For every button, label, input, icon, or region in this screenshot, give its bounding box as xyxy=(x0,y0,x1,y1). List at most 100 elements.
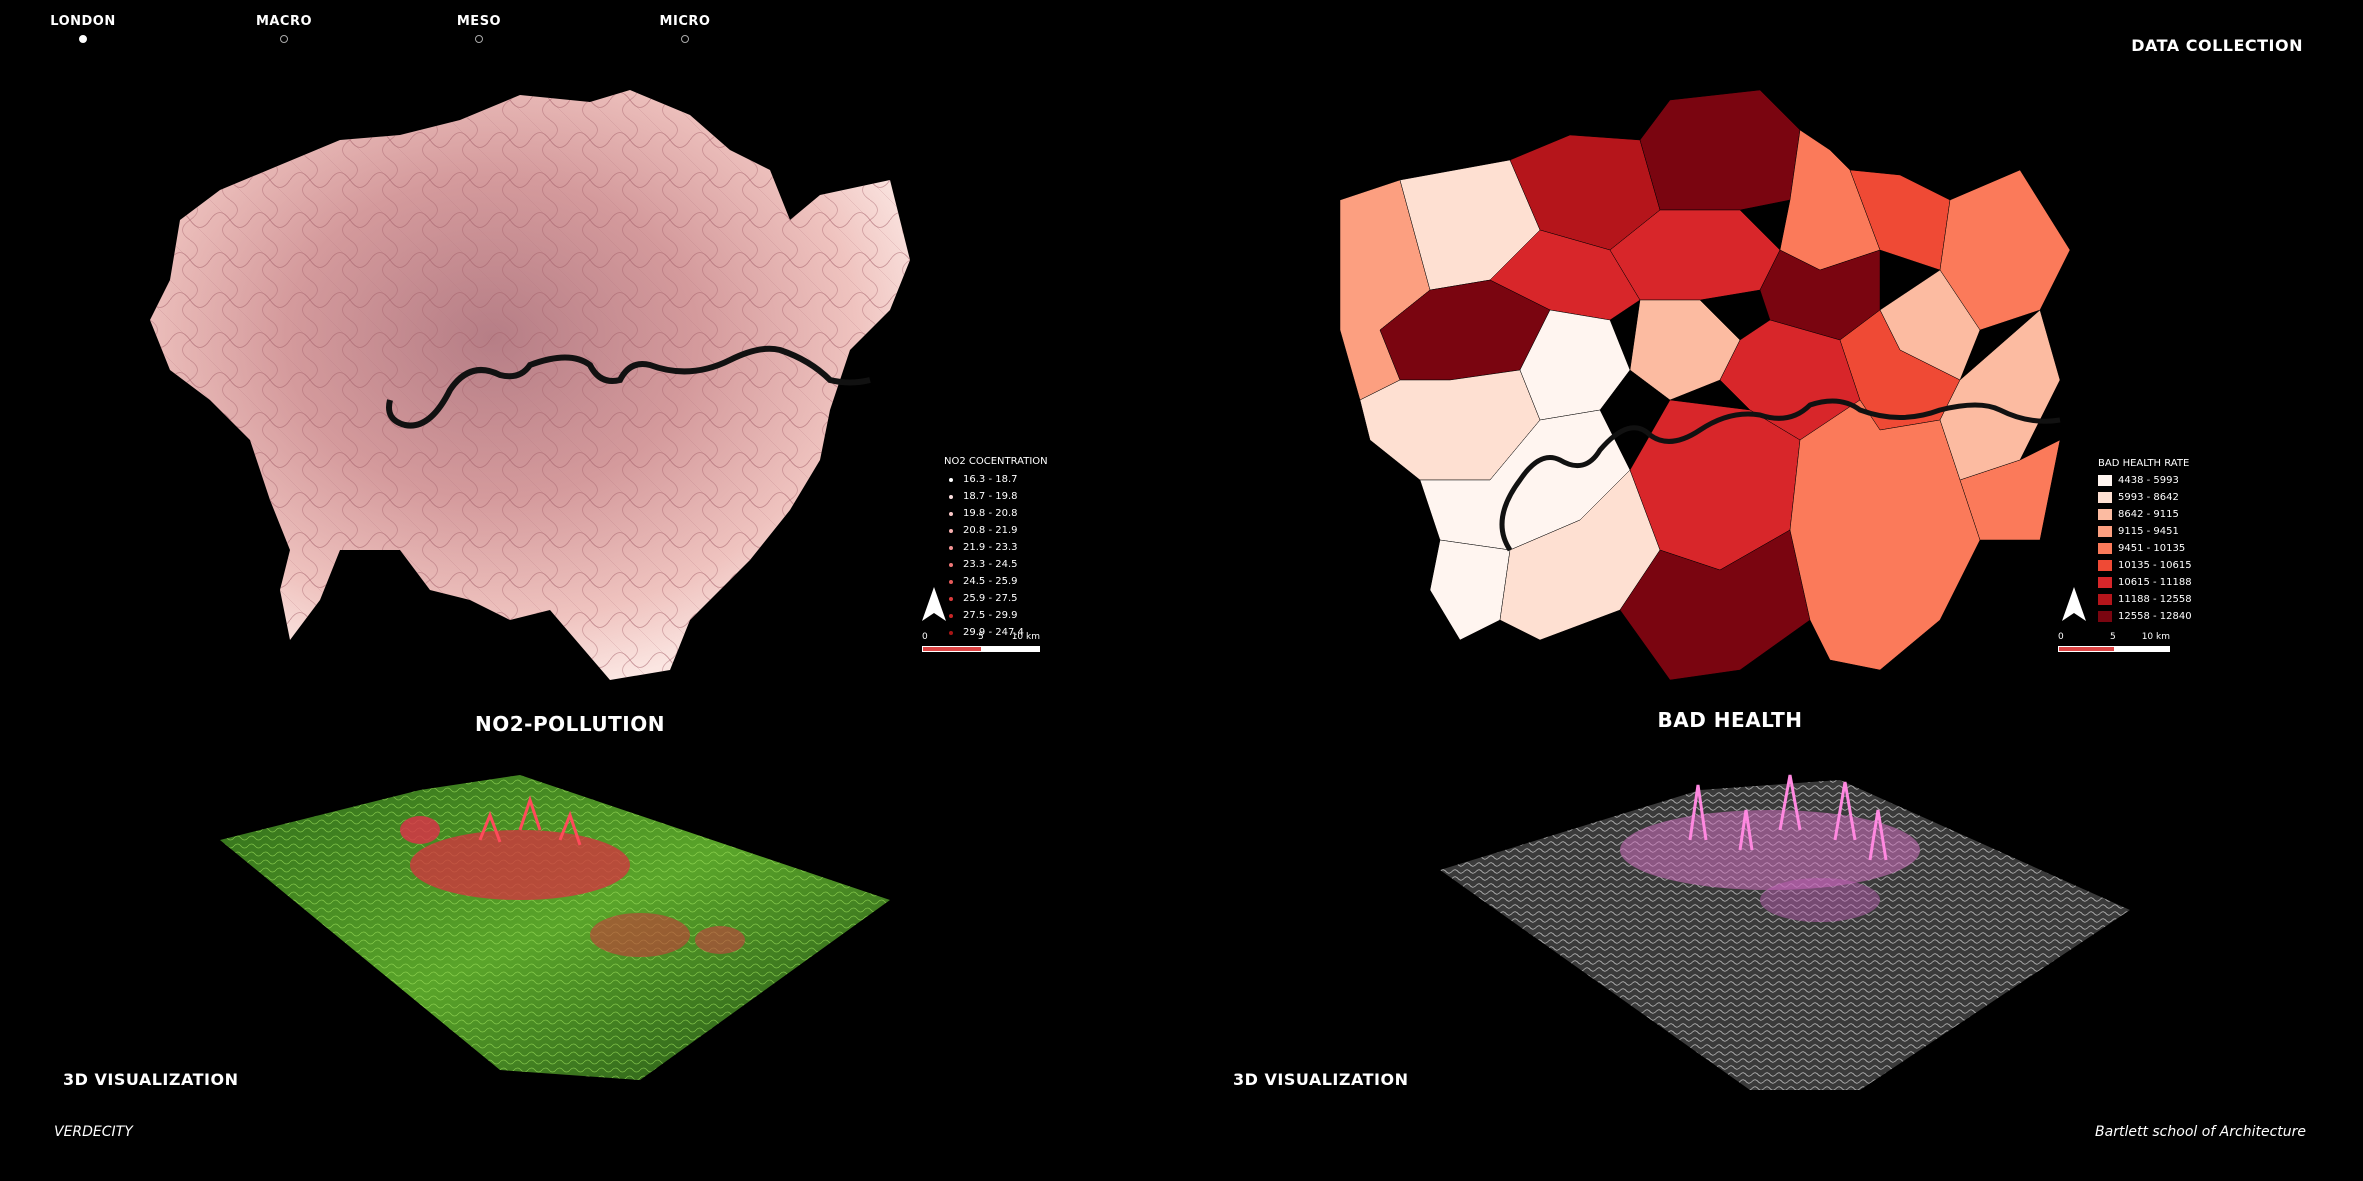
scale-start: 0 xyxy=(922,632,928,642)
legend-swatch xyxy=(2098,526,2112,537)
legend-swatch xyxy=(949,613,953,618)
no2-scale-bar: 0 5 10 km xyxy=(922,632,1040,652)
legend-label: 8642 - 9115 xyxy=(2118,509,2179,520)
legend-row: 20.8 - 21.9 xyxy=(944,522,1048,539)
legend-label: 18.7 - 19.8 xyxy=(963,491,1018,502)
borough-region xyxy=(1609,209,1781,301)
bad-health-scale-bar: 0 5 10 km xyxy=(2058,632,2170,652)
nav-dot-icon[interactable] xyxy=(681,35,689,43)
legend-label: 29.9 - 247.4 xyxy=(963,627,1024,638)
viz-label-left: 3D VISUALIZATION xyxy=(63,1070,239,1089)
borough-region xyxy=(1959,439,2061,541)
borough-region xyxy=(1629,299,1741,401)
legend-swatch xyxy=(2098,560,2112,571)
legend-row: 19.8 - 20.8 xyxy=(944,505,1048,522)
no2-pollution-map xyxy=(150,90,910,680)
footer-institution: Bartlett school of Architecture xyxy=(2095,1124,2306,1140)
bad-health-3d-visualization xyxy=(1440,774,2130,1090)
legend-row: 27.5 - 29.9 xyxy=(944,607,1048,624)
data-collection-title: DATA COLLECTION xyxy=(2131,36,2303,55)
legend-label: 27.5 - 29.9 xyxy=(963,610,1018,621)
nav-label: MESO xyxy=(456,14,502,29)
legend-swatch xyxy=(949,528,953,533)
nav-item-meso[interactable]: MESO xyxy=(419,14,539,43)
nav-label: MACRO xyxy=(255,14,313,29)
legend-label: 10615 - 11188 xyxy=(2118,577,2192,588)
legend-label: 10135 - 10615 xyxy=(2118,560,2192,571)
legend-swatch xyxy=(949,545,953,550)
legend-swatch xyxy=(2098,475,2112,486)
nav-label: MICRO xyxy=(659,14,711,29)
nav-item-macro[interactable]: MACRO xyxy=(224,14,344,43)
legend-row: 25.9 - 27.5 xyxy=(944,590,1048,607)
nav-label: LONDON xyxy=(50,14,116,29)
legend-row: 16.3 - 18.7 xyxy=(944,471,1048,488)
nav-dot-icon[interactable] xyxy=(475,35,483,43)
scale-start: 0 xyxy=(2058,632,2064,642)
legend-label: 4438 - 5993 xyxy=(2118,475,2179,486)
legend-row: 23.3 - 24.5 xyxy=(944,556,1048,573)
legend-row: 21.9 - 23.3 xyxy=(944,539,1048,556)
no2-map-title: NO2-POLLUTION xyxy=(475,712,665,736)
legend-row: 9115 - 9451 xyxy=(2098,523,2192,540)
borough-region xyxy=(1639,89,1801,211)
borough-region xyxy=(1789,399,1981,671)
legend-label: 9115 - 9451 xyxy=(2118,526,2179,537)
legend-swatch xyxy=(949,562,953,567)
legend-label: 25.9 - 27.5 xyxy=(963,593,1018,604)
legend-row: 10135 - 10615 xyxy=(2098,557,2192,574)
legend-label: 24.5 - 25.9 xyxy=(963,576,1018,587)
legend-row: 11188 - 12558 xyxy=(2098,591,2192,608)
legend-row: 29.9 - 247.4 xyxy=(944,624,1048,641)
borough-region xyxy=(1429,539,1511,641)
footer-project-name: VERDECITY xyxy=(54,1124,133,1140)
legend-swatch xyxy=(949,596,953,601)
legend-row: 10615 - 11188 xyxy=(2098,574,2192,591)
bad-health-map-title: BAD HEALTH xyxy=(1657,708,1803,732)
nav-item-micro[interactable]: MICRO xyxy=(625,14,745,43)
legend-swatch xyxy=(2098,509,2112,520)
legend-label: 23.3 - 24.5 xyxy=(963,559,1018,570)
no2-3d-visualization xyxy=(220,775,890,1080)
legend-label: 21.9 - 23.3 xyxy=(963,542,1018,553)
nav-dot-active-icon[interactable] xyxy=(79,35,87,43)
legend-label: 16.3 - 18.7 xyxy=(963,474,1018,485)
legend-title: NO2 COCENTRATION xyxy=(944,456,1048,467)
legend-row: 4438 - 5993 xyxy=(2098,472,2192,489)
legend-swatch xyxy=(949,494,953,499)
legend-label: 19.8 - 20.8 xyxy=(963,508,1018,519)
legend-swatch xyxy=(2098,611,2112,622)
no2-legend: NO2 COCENTRATION 16.3 - 18.7 18.7 - 19.8 1… xyxy=(944,456,1048,641)
legend-row: 9451 - 10135 xyxy=(2098,540,2192,557)
thames-river-no2 xyxy=(386,345,871,429)
legend-row: 8642 - 9115 xyxy=(2098,506,2192,523)
legend-label: 11188 - 12558 xyxy=(2118,594,2192,605)
scale-mid: 5 xyxy=(2110,632,2116,642)
north-arrow-icon xyxy=(2062,587,2086,621)
nav-item-london[interactable]: LONDON xyxy=(23,14,143,43)
legend-label: 20.8 - 21.9 xyxy=(963,525,1018,536)
legend-row: 12558 - 12840 xyxy=(2098,608,2192,625)
legend-swatch xyxy=(2098,577,2112,588)
legend-label: 5993 - 8642 xyxy=(2118,492,2179,503)
legend-swatch xyxy=(949,630,953,635)
legend-label: 12558 - 12840 xyxy=(2118,611,2192,622)
borough-region xyxy=(1619,529,1811,681)
thames-river-bad-health xyxy=(1499,398,2061,552)
scale-end: 10 km xyxy=(2141,632,2170,642)
legend-row: 24.5 - 25.9 xyxy=(944,573,1048,590)
legend-title: BAD HEALTH RATE xyxy=(2098,458,2190,469)
nav-dot-icon[interactable] xyxy=(280,35,288,43)
scale-end: 10 km xyxy=(1011,632,1040,642)
bad-health-map xyxy=(1340,89,2071,681)
scale-mid: 5 xyxy=(978,632,984,642)
legend-swatch xyxy=(949,511,953,516)
bad-health-legend: BAD HEALTH RATE 4438 - 5993 5993 - 8642 86… xyxy=(2098,458,2192,625)
legend-swatch xyxy=(2098,543,2112,554)
viz-label-right: 3D VISUALIZATION xyxy=(1233,1070,1409,1089)
legend-row: 18.7 - 19.8 xyxy=(944,488,1048,505)
north-arrow-icon xyxy=(922,587,946,621)
legend-row: 5993 - 8642 xyxy=(2098,489,2192,506)
legend-label: 9451 - 10135 xyxy=(2118,543,2186,554)
legend-swatch xyxy=(2098,594,2112,605)
